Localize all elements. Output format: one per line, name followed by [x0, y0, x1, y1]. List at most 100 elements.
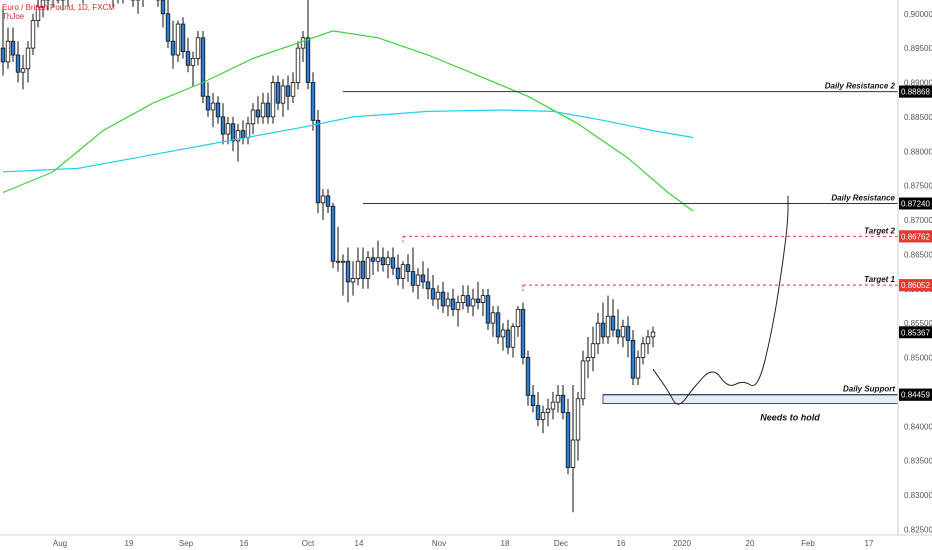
time-tick-label: Feb: [801, 539, 815, 548]
candle-body: [486, 296, 490, 324]
candle: [141, 0, 145, 7]
candle: [416, 268, 420, 299]
candle: [576, 392, 580, 461]
candle-body: [16, 55, 20, 72]
candle: [441, 282, 445, 313]
candle: [556, 385, 560, 413]
candle: [26, 41, 30, 82]
candle-body: [246, 124, 250, 138]
candle-body: [226, 124, 230, 134]
candle-body: [511, 327, 515, 348]
candle: [421, 261, 425, 289]
candle: [571, 385, 575, 512]
candle: [586, 337, 590, 378]
time-tick-label: 2020: [673, 539, 691, 548]
candle: [186, 38, 190, 72]
candle: [386, 251, 390, 279]
price-tag-label: 0.87240: [901, 200, 930, 209]
candle-body: [376, 258, 380, 261]
candle: [541, 406, 545, 434]
candle: [601, 303, 605, 344]
candle: [521, 303, 525, 365]
candle-body: [411, 272, 415, 286]
candle: [391, 248, 395, 276]
candle-body: [321, 196, 325, 203]
candle: [456, 296, 460, 327]
candle: [341, 254, 345, 295]
candle-body: [401, 265, 405, 279]
candle: [546, 399, 550, 427]
candle-body: [606, 316, 610, 337]
candle-body: [491, 313, 495, 323]
candle-body: [451, 299, 455, 309]
candle-body: [296, 48, 300, 82]
overlays: Daily Resistance 2Daily ResistanceTarget…: [3, 31, 898, 423]
candle: [251, 103, 255, 134]
time-tick-label: Oct: [302, 539, 315, 548]
price-tick-label: 0.85000: [904, 354, 932, 363]
candle: [596, 313, 600, 354]
candle: [301, 31, 305, 62]
candle-body: [576, 399, 580, 440]
candle-body: [611, 316, 615, 330]
candle: [476, 282, 480, 310]
candle-body: [521, 309, 525, 357]
candle-body: [31, 21, 35, 49]
candle-body: [351, 278, 355, 281]
candle-body: [621, 327, 625, 337]
price-tick-label: 0.87000: [904, 216, 932, 225]
candle-body: [436, 292, 440, 299]
candle-body: [501, 330, 505, 337]
candle-body: [471, 299, 475, 306]
candle: [266, 93, 270, 124]
candle: [336, 227, 340, 272]
candle-body: [596, 323, 600, 344]
candle: [426, 268, 430, 299]
candle: [606, 296, 610, 344]
candle: [491, 306, 495, 337]
candle-body: [266, 103, 270, 117]
candle: [536, 392, 540, 426]
candle: [131, 0, 135, 7]
price-tick-label: 0.83500: [904, 457, 932, 466]
author-label: ThJoe: [2, 12, 115, 21]
price-tick-label: 0.83000: [904, 491, 932, 500]
level-label: Target 2: [864, 226, 895, 235]
candle-body: [311, 83, 315, 121]
candle-body: [331, 206, 335, 261]
price-tag-label: 0.86762: [901, 232, 930, 241]
price-axis[interactable]: 0.88868 0.87240 0.86762 0.86052 0.84459 0.900…: [898, 0, 932, 550]
candle-body: [21, 69, 25, 72]
candle-body: [316, 120, 320, 203]
time-tick-label: 17: [865, 539, 874, 548]
candle: [206, 83, 210, 117]
time-axis-bg: [0, 535, 932, 550]
candle: [406, 254, 410, 282]
candle: [116, 0, 120, 3]
candle-body: [11, 41, 15, 55]
candle-body: [346, 261, 350, 282]
candle: [526, 351, 530, 406]
time-axis[interactable]: Aug 19 Sep 16 Oct 14 Nov 18 Dec 16 2020 20 Feb 17: [0, 535, 932, 550]
candle-body: [601, 323, 605, 337]
candle-body: [481, 296, 485, 303]
candle: [366, 251, 370, 289]
candle: [356, 248, 360, 286]
candle: [166, 0, 170, 48]
candle: [376, 241, 380, 272]
time-tick-label: Sep: [179, 539, 194, 548]
candle-body: [371, 258, 375, 261]
level-label: Daily Resistance: [831, 194, 895, 203]
candle-body: [396, 268, 400, 278]
time-tick-label: Dec: [554, 539, 568, 548]
candle-body: [581, 361, 585, 399]
candle: [566, 399, 570, 475]
candle: [636, 351, 640, 385]
candle: [286, 76, 290, 110]
candle-body: [516, 309, 520, 326]
candle-body: [291, 83, 295, 97]
candle-body: [306, 38, 310, 83]
candle-body: [326, 196, 330, 206]
candle-body: [341, 261, 345, 262]
